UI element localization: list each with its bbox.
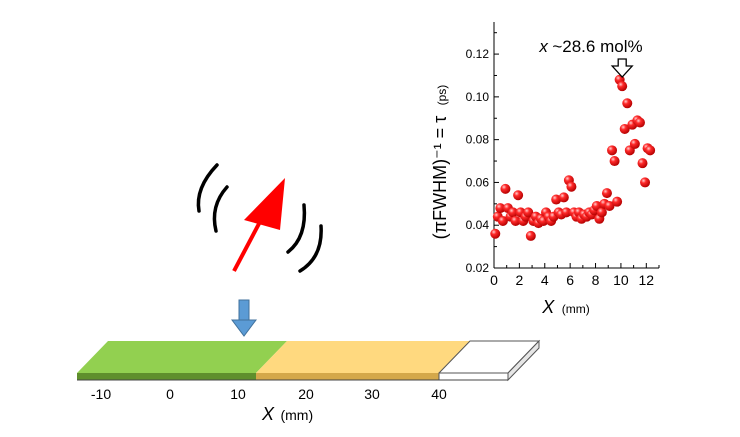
sample-bar	[77, 339, 541, 382]
bar-tick-label: 30	[364, 386, 380, 402]
data-point	[558, 192, 569, 203]
data-point	[551, 194, 562, 205]
bar-tick-label: 10	[230, 386, 246, 402]
x-tick-label: 4	[541, 272, 549, 288]
data-point	[634, 117, 645, 128]
data-point	[645, 145, 656, 156]
bar-tick-label: -10	[91, 386, 111, 402]
data-point	[622, 98, 633, 109]
composition-annotation: x ~28.6 mol%	[538, 37, 642, 56]
data-point	[596, 207, 607, 218]
data-point	[637, 158, 648, 169]
y-tick-label: 0.02	[466, 261, 490, 275]
y-axis-label-text: (πFWHM)⁻¹ = τ	[430, 116, 450, 240]
data-point	[629, 138, 640, 149]
bar-axis-var: X	[261, 404, 275, 424]
probe-beam-arrow-icon	[231, 299, 257, 337]
data-point	[497, 215, 508, 226]
annotation-text: ~28.6 mol%	[552, 37, 642, 56]
bar-axis-unit: (mm)	[280, 407, 313, 423]
x-axis-label-unit: (mm)	[562, 302, 590, 316]
y-tick-label: 0.04	[466, 218, 490, 232]
data-points	[490, 74, 656, 241]
data-point	[601, 188, 612, 199]
y-axis-label: (πFWHM)⁻¹ = τ (ps)	[430, 85, 450, 240]
x-tick-label: 2	[515, 272, 523, 288]
x-tick-label: 8	[592, 272, 600, 288]
spin-arrow-icon	[232, 178, 285, 272]
x-axis-label: X (mm)	[541, 297, 589, 317]
y-axis-ticks: 0.02 0.04 0.06 0.08 0.10 0.12	[466, 32, 499, 275]
data-point	[500, 183, 511, 194]
bar-tick-label: 20	[298, 386, 314, 402]
data-point	[566, 181, 577, 192]
bar-axis-label: X (mm)	[261, 404, 313, 424]
x-tick-label: 10	[613, 272, 629, 288]
plot-axes	[493, 22, 659, 269]
x-tick-label: 12	[639, 272, 655, 288]
y-axis-label-unit: (ps)	[435, 85, 449, 106]
scatter-chart: 0.02 0.04 0.06 0.08 0.10 0.12 0 2 4 6 8 10 12 (πFWH…	[430, 22, 660, 317]
bar-top-green	[77, 341, 287, 373]
data-point	[495, 203, 506, 214]
y-tick-label: 0.10	[466, 90, 490, 104]
bar-axis-ticks: -10 0 10 20 30 40	[91, 386, 447, 402]
bar-tick-label: 40	[431, 386, 447, 402]
data-point	[607, 145, 618, 156]
bar-front-white	[438, 372, 509, 381]
data-point	[640, 177, 651, 188]
y-tick-label: 0.08	[466, 133, 490, 147]
bar-front-green	[77, 373, 256, 380]
data-point	[490, 228, 501, 239]
x-tick-label: 0	[490, 272, 498, 288]
y-tick-label: 0.06	[466, 175, 490, 189]
annotation-var: x	[538, 37, 548, 56]
annotation-down-arrow-icon	[610, 58, 634, 78]
x-axis-ticks: 0 2 4 6 8 10 12	[490, 263, 660, 288]
annotation-arrow-shape	[610, 58, 634, 78]
x-tick-label: 6	[566, 272, 574, 288]
bar-tick-label: 0	[166, 386, 174, 402]
data-point	[525, 230, 536, 241]
data-point	[604, 200, 615, 211]
data-point	[523, 207, 534, 218]
data-point	[609, 156, 620, 167]
data-point	[612, 196, 623, 207]
data-point	[513, 190, 524, 201]
x-axis-label-var: X	[541, 297, 555, 317]
data-point	[619, 123, 630, 134]
data-point	[561, 207, 572, 218]
bar-top-yellow	[256, 341, 470, 373]
data-point	[510, 215, 521, 226]
y-tick-label: 0.12	[466, 47, 490, 61]
data-point	[617, 81, 628, 92]
oscillation-arcs-icon	[196, 163, 323, 273]
data-point	[508, 207, 519, 218]
bar-front-yellow	[256, 373, 439, 380]
